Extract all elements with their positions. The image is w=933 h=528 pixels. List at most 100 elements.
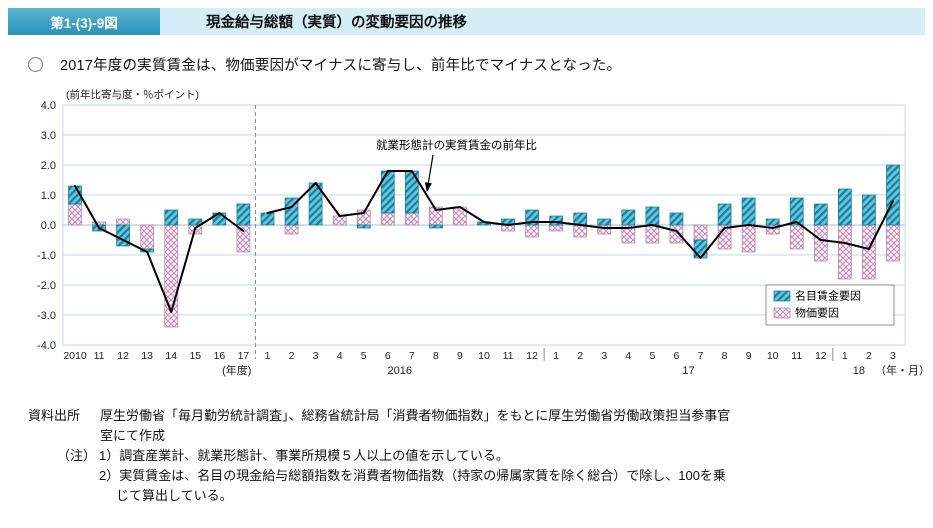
- x-tick-label: 12: [117, 350, 129, 362]
- section-label: 18: [853, 365, 865, 377]
- y-tick-label: 0.0: [41, 220, 56, 232]
- real-wage-line-annual: [74, 185, 245, 313]
- bar-price-factor: [549, 224, 564, 232]
- bar-nominal-wage-factor: [597, 218, 612, 226]
- figure-number-badge: 第1-(3)-9図: [8, 8, 160, 35]
- bar-price-factor: [380, 212, 395, 226]
- bar-price-factor: [236, 224, 251, 253]
- x-tick-label: 3: [601, 350, 607, 362]
- source-and-notes: 資料出所 厚生労働省「毎月勤労統計調査」、総務省統計局「消費者物価指数」をもとに…: [28, 406, 933, 506]
- bar-nominal-wage-factor: [236, 203, 251, 226]
- bar-price-factor: [886, 224, 900, 262]
- bar-nominal-wage-factor: [717, 203, 732, 226]
- wage-contribution-chart: 4.0 3.0 2.0 1.0 0.0 -1.0 -2.0 -3.0 -4.0 (前年比寄与度・％…: [37, 88, 930, 377]
- bar-price-factor: [693, 224, 708, 241]
- y-tick-label: 3.0: [41, 130, 56, 142]
- y-tick-label: -4.0: [37, 340, 56, 352]
- x-tick-label: 2: [289, 350, 295, 362]
- y-axis-labels: 4.0 3.0 2.0 1.0 0.0 -1.0 -2.0 -3.0 -4.0: [37, 100, 56, 352]
- bar-price-factor: [332, 215, 347, 226]
- chart-area: 4.0 3.0 2.0 1.0 0.0 -1.0 -2.0 -3.0 -4.0 (前年比寄与度・％…: [0, 87, 933, 383]
- bar-nominal-wage-factor: [356, 224, 371, 229]
- bar-nominal-wage-factor: [886, 164, 900, 226]
- figure-title: 現金給与総額（実質）の変動要因の推移: [206, 15, 467, 31]
- x-tick-label: 16: [214, 350, 226, 362]
- note-2-text-line2: じて算出している。: [116, 488, 233, 504]
- x-tick-label: 5: [361, 350, 367, 362]
- section-label: 2016: [388, 365, 412, 377]
- lead-statement: 2017年度の実質賃金は、物価要因がマイナスに寄与し、前年比でマイナスとなった。: [28, 54, 933, 75]
- source-label: 資料出所: [28, 408, 81, 423]
- figure-title-bar: 現金給与総額（実質）の変動要因の推移: [160, 8, 925, 35]
- x-tick-label: 11: [94, 350, 105, 362]
- y-tick-label: -3.0: [37, 310, 56, 322]
- x-tick-label: 11: [791, 350, 802, 362]
- x-tick-label: 5: [649, 350, 655, 362]
- x-tick-label: 9: [457, 350, 463, 362]
- bar-nominal-wage-factor: [645, 206, 660, 226]
- x-tick-label: 9: [746, 350, 752, 362]
- x-tick-label: 3: [313, 350, 319, 362]
- x-tick-label: 6: [674, 350, 680, 362]
- bar-price-factor: [813, 224, 828, 262]
- bar-price-factor: [116, 218, 130, 226]
- line-annotation: 就業形態計の実質賃金の前年比: [376, 138, 537, 193]
- x-tick-label: 4: [337, 350, 343, 362]
- bar-nominal-wage-factor: [549, 215, 564, 226]
- bar-price-factor: [92, 221, 106, 226]
- x-axis-section-labels: (年度) 2016 17 18: [222, 348, 865, 377]
- x-axis-labels: 2010 11 12 13 14 15 16 17 1 2 3 4 5 6 7 8 9 10 11 12 1 2 3 4 5 6 7…: [63, 350, 896, 362]
- bar-nominal-wage-factor: [669, 212, 684, 226]
- bullet-circle-icon: [28, 57, 43, 72]
- bar-price-factor: [404, 212, 419, 226]
- x-tick-label: 7: [409, 350, 415, 362]
- bar-nominal-wage-factor: [260, 212, 275, 226]
- x-tick-label: 17: [238, 350, 250, 362]
- lead-text: 2017年度の実質賃金は、物価要因がマイナスに寄与し、前年比でマイナスとなった。: [60, 58, 622, 74]
- bar-nominal-wage-factor: [188, 218, 203, 226]
- figure-header: 第1-(3)-9図 現金給与総額（実質）の変動要因の推移: [8, 8, 925, 35]
- x-tick-label: 10: [767, 350, 779, 362]
- bar-price-factor: [525, 224, 539, 238]
- x-tick-label: 12: [526, 350, 538, 362]
- source-row: 資料出所 厚生労働省「毎月勤労統計調査」、総務省統計局「消費者物価指数」をもとに…: [28, 406, 933, 426]
- bar-nominal-wage-factor: [621, 209, 636, 226]
- note-2-row-continued: じて算出している。: [28, 486, 933, 506]
- x-tick-label: 10: [478, 350, 490, 362]
- bar-price-factor: [862, 224, 876, 280]
- legend-label: 名目賃金要因: [795, 289, 861, 303]
- bars: [68, 164, 900, 328]
- note-2-row: 2）実質賃金は、名目の現金給与総額指数を消費者物価指数（持家の帰属家賃を除く総合…: [28, 466, 933, 486]
- x-tick-label: 15: [189, 350, 201, 362]
- notes-label: （注）: [57, 448, 97, 464]
- bar-price-factor: [741, 224, 756, 253]
- annotation-text: 就業形態計の実質賃金の前年比: [376, 138, 537, 152]
- bar-nominal-wage-factor: [429, 224, 443, 229]
- x-tick-label: 1: [842, 350, 848, 362]
- x-tick-label: 1: [553, 350, 559, 362]
- source-text-line2: 室にて作成: [100, 428, 166, 444]
- x-tick-label: 8: [433, 350, 439, 362]
- x-tick-label: 4: [625, 350, 631, 362]
- x-tick-label: 2010: [63, 350, 87, 362]
- y-tick-label: -2.0: [37, 280, 56, 292]
- x-tick-label: 8: [722, 350, 728, 362]
- bar-price-factor: [645, 224, 660, 244]
- legend-swatch: [773, 307, 791, 319]
- x-tick-label: 7: [698, 350, 704, 362]
- y-axis-unit-label: (前年比寄与度・％ポイント): [66, 88, 199, 101]
- x-tick-label: 11: [503, 350, 514, 362]
- bar-nominal-wage-factor: [862, 194, 876, 226]
- real-wage-line-monthly: [266, 170, 894, 259]
- bar-nominal-wage-factor: [765, 218, 780, 226]
- bar-nominal-wage-factor: [164, 209, 179, 226]
- y-tick-label: 2.0: [41, 160, 56, 172]
- bar-price-factor: [68, 203, 82, 226]
- bar-nominal-wage-factor: [789, 197, 804, 226]
- legend-swatch: [773, 290, 791, 302]
- legend-label: 物価要因: [795, 306, 839, 320]
- bar-nominal-wage-factor: [741, 197, 756, 226]
- bar-price-factor: [284, 224, 299, 235]
- bar-nominal-wage-factor: [838, 188, 852, 226]
